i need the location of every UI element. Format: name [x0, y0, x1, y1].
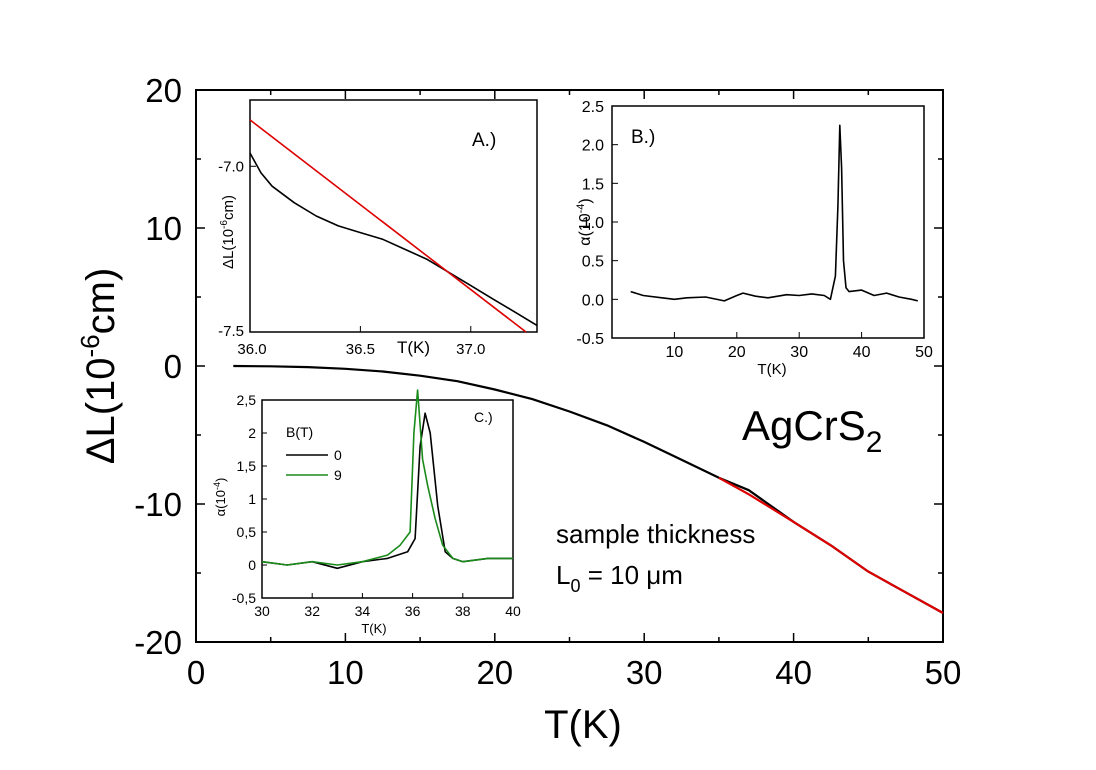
inset-c-title: C.): [474, 409, 493, 425]
inset-a-series-linear-fit: [249, 119, 527, 333]
inset-c-y-tick-label: -0,5: [232, 590, 256, 606]
main-y-axis-label: ΔL(10-6cm): [75, 268, 123, 465]
inset-b-tick-labels: 10 20 30 40 50 -0.5 0.0 0.5 1.0 1.5 2.0 2.5: [576, 99, 933, 361]
inset-a-x-tick-label: 36.0: [237, 341, 266, 358]
inset-a-x-tick-label: 36.5: [346, 341, 375, 358]
inset-a-y-axis-label: ΔL(10-6cm): [219, 195, 237, 269]
main-tick-marks: [195, 89, 944, 643]
main-x-tick-label: 30: [626, 654, 663, 691]
legend-label-0: 0: [334, 447, 342, 463]
inset-b-y-tick-label: 1.0: [582, 215, 604, 232]
main-series-fit: [718, 476, 944, 614]
inset-b-y-tick-label: 0.5: [582, 254, 604, 271]
main-x-tick-label: 10: [327, 654, 364, 691]
main-y-tick-label: -20: [134, 624, 182, 661]
inset-b-title: B.): [631, 127, 655, 148]
inset-c-x-axis-label: T(K): [361, 621, 386, 636]
inset-c-y-tick-label: 1,5: [237, 458, 257, 474]
inset-b-y-axis-label: α(10-4): [575, 198, 594, 245]
inset-b-x-tick-label: 20: [728, 344, 746, 361]
main-y-tick-label: 20: [145, 72, 182, 109]
inset-c-y-tick-label: 2: [248, 425, 256, 441]
inset-c-y-tick-label: 1: [248, 491, 256, 507]
sample-thickness-label: sample thickness: [556, 519, 755, 549]
legend-title: B(T): [286, 424, 313, 440]
inset-c-tick-marks: [261, 399, 514, 599]
main-x-tick-label: 40: [775, 654, 812, 691]
inset-b: 10 20 30 40 50 -0.5 0.0 0.5 1.0 1.5 2.0 2.5 B.) T(K…: [575, 99, 933, 378]
inset-b-series-alpha: [630, 124, 918, 302]
inset-a-x-tick-label: 37.0: [456, 341, 485, 358]
inset-a-frame: [249, 99, 538, 333]
main-x-tick-label: 0: [187, 654, 205, 691]
inset-b-y-tick-label: -0.5: [576, 331, 604, 348]
inset-b-x-tick-label: 10: [666, 344, 684, 361]
main-y-tick-label: 0: [164, 348, 182, 385]
inset-a-tick-labels: 36.0 36.5 37.0 -7.0 -7.5: [218, 158, 485, 358]
inset-c-x-tick-label: 36: [405, 603, 421, 619]
main-y-tick-label: 10: [145, 210, 182, 247]
inset-b-x-tick-label: 30: [790, 344, 808, 361]
inset-b-x-tick-label: 50: [915, 344, 933, 361]
inset-a-series-measured: [249, 152, 538, 327]
inset-c-series: [261, 389, 513, 570]
inset-c-y-tick-label: 0: [248, 557, 256, 573]
inset-c-tick-labels: 30 32 34 36 38 40 -0,5 0 0,5 1 1,5 2 2,5: [232, 392, 521, 619]
inset-c-series-9: [261, 389, 513, 566]
inset-b-y-tick-label: 1.5: [582, 176, 604, 193]
inset-a-title: A.): [472, 130, 496, 151]
inset-c-x-tick-label: 34: [355, 603, 371, 619]
inset-c-x-tick-label: 38: [455, 603, 471, 619]
inset-c: 30 32 34 36 38 40 -0,5 0 0,5 1 1,5 2 2,5 C.) T(K) α(…: [212, 389, 521, 636]
main-x-tick-label: 20: [476, 654, 513, 691]
inset-a-series: [249, 119, 538, 333]
inset-a-x-axis-label: T(K): [397, 338, 430, 357]
main-x-tick-label: 50: [925, 654, 962, 691]
inset-b-y-tick-label: 2.0: [582, 138, 604, 155]
inset-c-x-tick-label: 40: [505, 603, 521, 619]
inset-b-series: [630, 124, 918, 302]
inset-c-x-tick-label: 30: [254, 603, 270, 619]
compound-label: AgCrS2: [742, 402, 882, 459]
main-series: [233, 364, 944, 614]
inset-c-legend: B(T) 0 9: [286, 424, 342, 483]
inset-b-y-tick-label: 0.0: [582, 292, 604, 309]
inset-c-x-tick-label: 32: [304, 603, 320, 619]
inset-c-frame: [261, 399, 514, 599]
inset-c-y-axis-label: α(10-4): [212, 478, 228, 517]
inset-b-x-tick-label: 40: [853, 344, 871, 361]
main-y-tick-label: -10: [134, 486, 182, 523]
inset-a: 36.0 36.5 37.0 -7.0 -7.5 A.) T(K) ΔL(10-6cm): [218, 99, 538, 358]
legend-label-9: 9: [334, 467, 342, 483]
main-x-axis-label: T(K): [544, 703, 622, 747]
inset-a-y-tick-label: -7.0: [218, 158, 244, 175]
inset-c-y-tick-label: 0,5: [237, 524, 257, 540]
inset-a-y-tick-label: -7.5: [218, 323, 244, 340]
inset-b-frame: [611, 105, 925, 339]
inset-c-y-tick-label: 2,5: [237, 392, 257, 408]
sample-length-label: L0 = 10 μm: [556, 560, 683, 596]
inset-b-y-tick-label: 2.5: [582, 99, 604, 116]
inset-b-x-axis-label: T(K): [757, 361, 786, 378]
inset-b-tick-marks: [612, 105, 925, 339]
inset-a-tick-marks: [249, 165, 472, 333]
